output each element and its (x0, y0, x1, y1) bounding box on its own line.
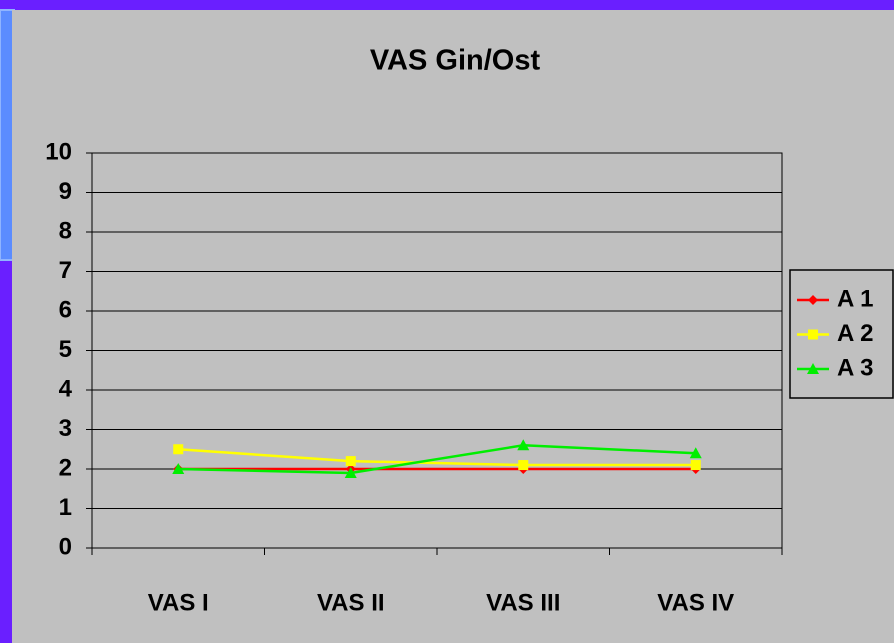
x-tick-label: VAS III (486, 589, 560, 616)
y-tick-label: 5 (59, 336, 72, 363)
legend-marker (808, 329, 818, 340)
y-tick-label: 7 (59, 257, 72, 284)
y-tick-label: 9 (59, 178, 72, 205)
point-marker (517, 439, 530, 451)
y-tick-label: 4 (59, 375, 73, 402)
y-tick-label: 6 (59, 296, 72, 323)
series-line (178, 444, 696, 475)
legend-marker (808, 295, 818, 305)
point-marker (690, 460, 701, 471)
x-tick-label: VAS IV (657, 589, 734, 616)
x-tick-label: VAS I (148, 589, 209, 616)
legend-marker (807, 363, 819, 374)
chart-title: VAS Gin/Ost (370, 45, 541, 77)
legend-label: A 1 (837, 285, 873, 312)
y-tick-label: 3 (59, 415, 72, 442)
y-tick-label: 10 (45, 138, 72, 165)
point-marker (172, 463, 185, 474)
legend-label: A 2 (837, 320, 873, 347)
point-marker (344, 466, 357, 478)
point-marker (689, 447, 702, 459)
y-tick-label: 0 (59, 533, 72, 560)
series-line (178, 448, 696, 467)
legend-label: A 3 (837, 354, 873, 381)
y-tick-label: 1 (59, 494, 72, 521)
y-tick-label: 2 (59, 454, 72, 481)
point-marker (518, 460, 529, 471)
point-marker (345, 456, 356, 467)
x-tick-label: VAS II (317, 589, 385, 616)
point-marker (173, 444, 184, 455)
chart-area (12, 10, 894, 643)
y-tick-label: 8 (59, 217, 72, 244)
side-panel (0, 9, 15, 261)
